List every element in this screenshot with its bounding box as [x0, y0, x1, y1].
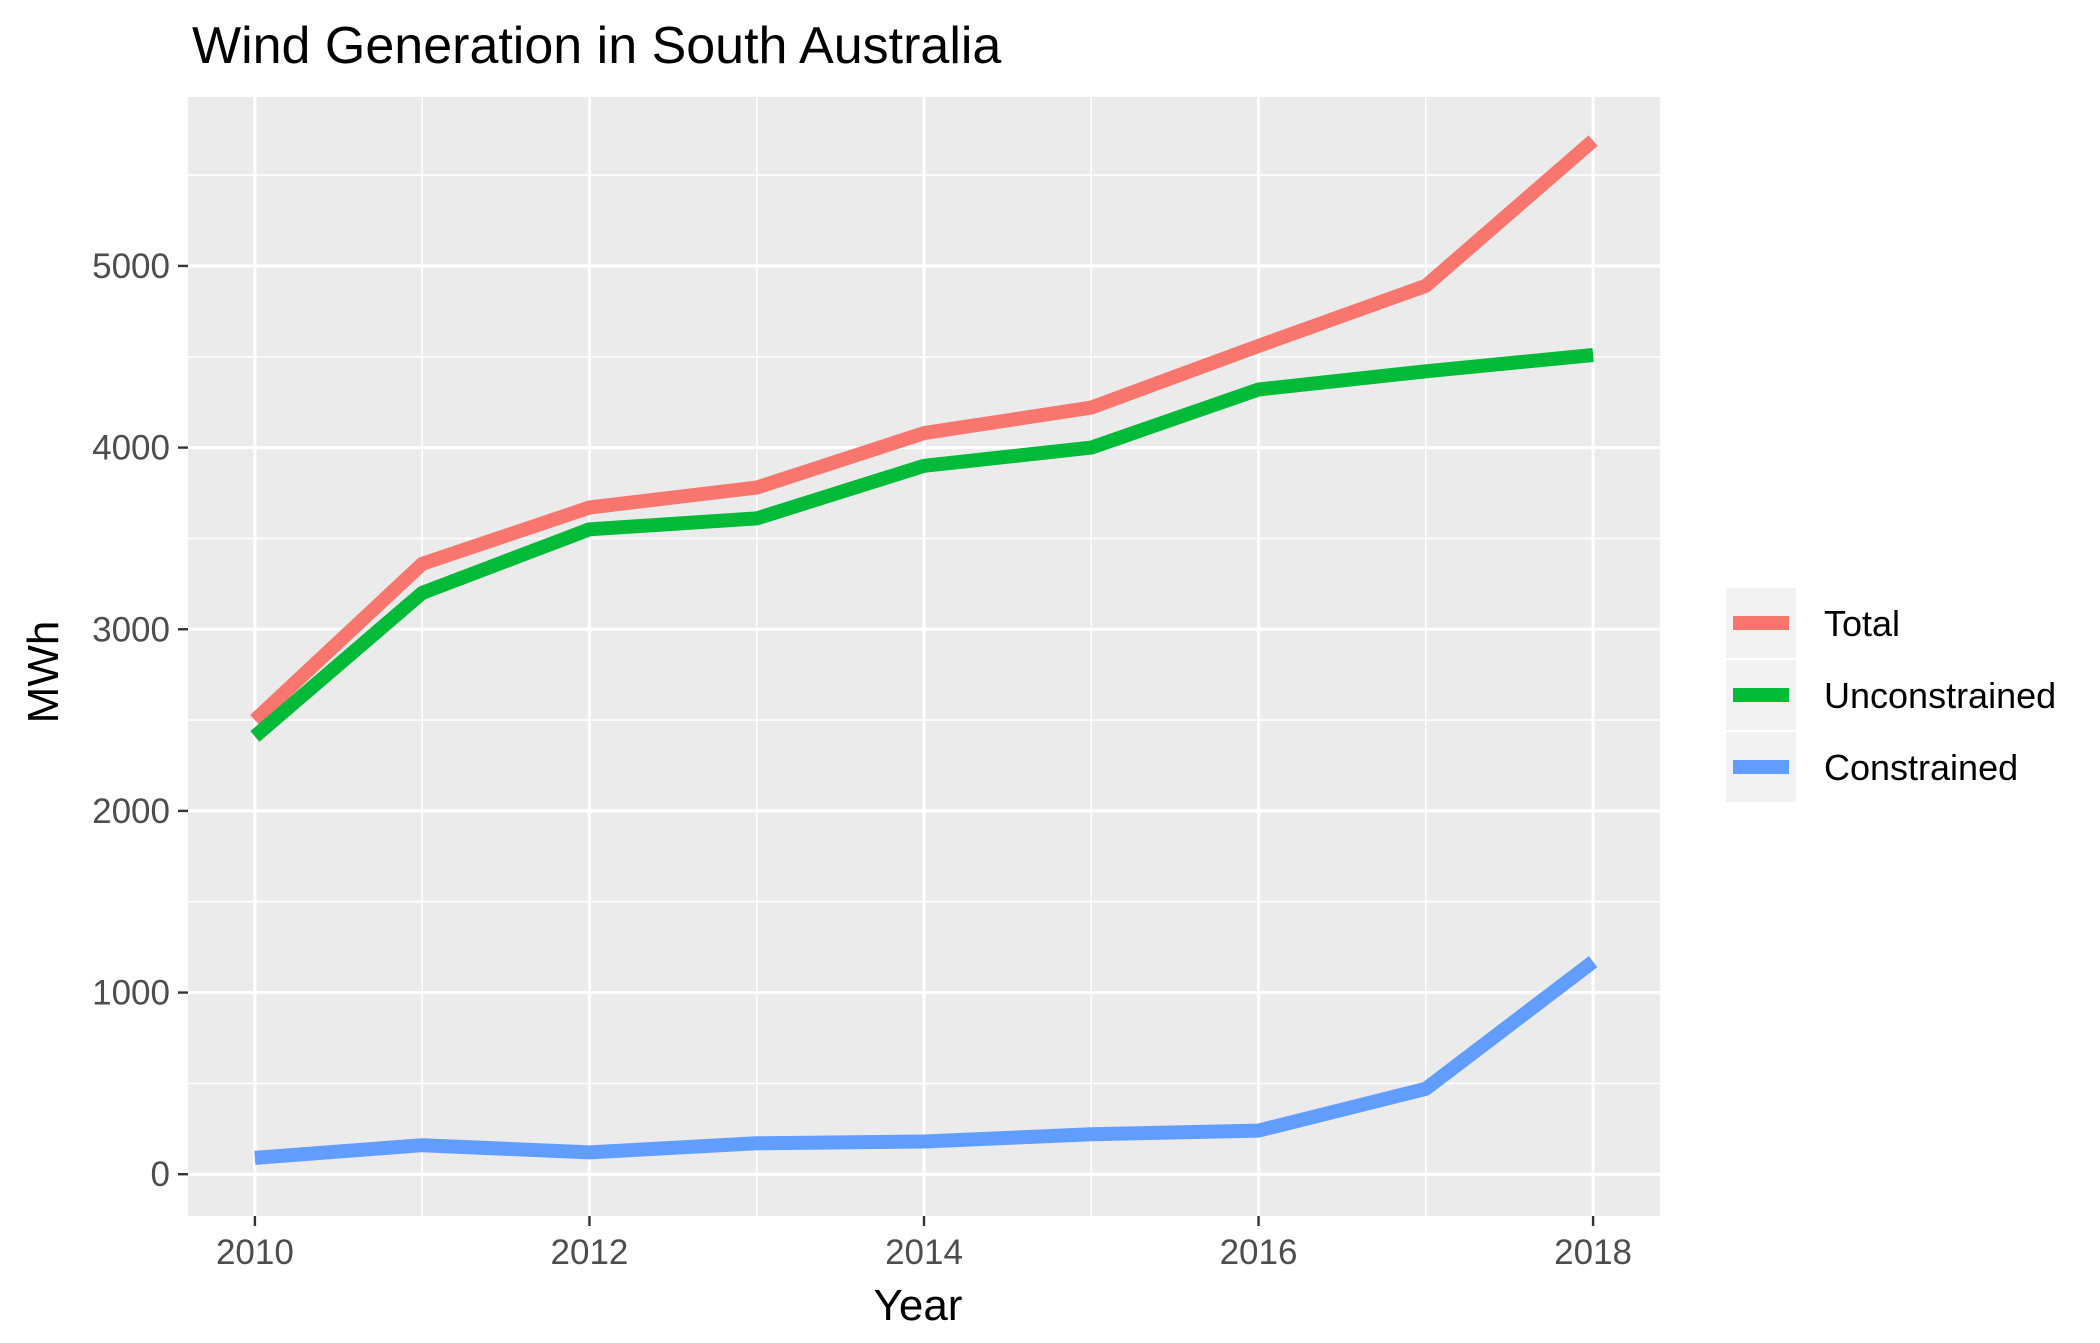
y-axis-title: MWh [19, 621, 68, 724]
legend-label-constrained: Constrained [1824, 747, 2018, 788]
x-axis-title: Year [874, 1281, 963, 1330]
series-line-unconstrained [250, 348, 1594, 742]
legend-label-total: Total [1824, 603, 1900, 644]
grid-major [188, 97, 1660, 1216]
chart-title: Wind Generation in South Australia [192, 17, 1001, 75]
y-tick-label: 1000 [92, 974, 170, 1013]
series-line-constrained [254, 956, 1598, 1165]
legend-label-unconstrained: Unconstrained [1824, 675, 2056, 716]
tick-labels: 0 1000 2000 3000 4000 5000 2010 2012 2014 2016 201… [92, 247, 1632, 1272]
series-line-total [250, 135, 1598, 726]
x-tick-label: 2014 [885, 1233, 963, 1272]
series-layer [250, 135, 1598, 1165]
x-tick-label: 2010 [216, 1233, 294, 1272]
axis-ticks [178, 264, 1595, 1226]
y-tick-label: 0 [151, 1155, 170, 1194]
y-tick-label: 5000 [92, 247, 170, 286]
y-tick-label: 4000 [92, 429, 170, 468]
legend: Total Unconstrained Constrained [1726, 588, 2056, 802]
y-tick-label: 2000 [92, 792, 170, 831]
x-tick-label: 2016 [1220, 1233, 1298, 1272]
x-tick-label: 2018 [1554, 1233, 1632, 1272]
y-tick-label: 3000 [92, 610, 170, 649]
x-tick-label: 2012 [551, 1233, 629, 1272]
